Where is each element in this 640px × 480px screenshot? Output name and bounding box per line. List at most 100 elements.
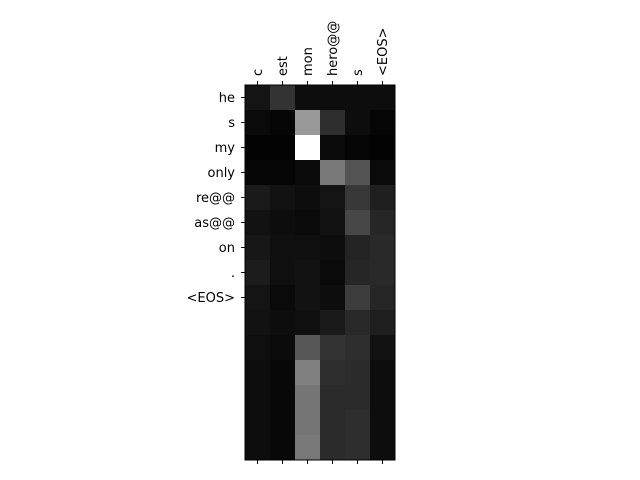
heatmap-cell-r0-c4 [345,85,371,111]
heatmap-cell-r4-c3 [320,185,346,211]
heatmap-cell-r9-c2 [295,310,321,336]
heatmap-cell-r8-c1 [270,285,296,311]
heatmap-cells [245,85,396,461]
heatmap-cell-r13-c0 [245,410,271,436]
heatmap-cell-r5-c5 [370,210,396,236]
y-axis-ticks: he s my only re@@ as@@ on. <EOS> [187,91,245,306]
heatmap-cell-r6-c0 [245,235,271,261]
heatmap-cell-r7-c2 [295,260,321,286]
y-tick-label: he [219,91,235,106]
y-tick-label: s [228,116,235,131]
x-axis-ticks: c est mon hero@@ s <EOS> [251,21,391,85]
heatmap-cell-r5-c3 [320,210,346,236]
heatmap-cell-r3-c3 [320,160,346,186]
heatmap-cell-r14-c2 [295,435,321,461]
heatmap-cell-r6-c2 [295,235,321,261]
heatmap-cell-r8-c2 [295,285,321,311]
y-tick-label: on [219,241,235,256]
heatmap-cell-r0-c2 [295,85,321,111]
heatmap-cell-r3-c1 [270,160,296,186]
heatmap-cell-r4-c4 [345,185,371,211]
heatmap-cell-r2-c3 [320,135,346,161]
heatmap-cell-r13-c5 [370,410,396,436]
y-tick-label: as@@ [194,216,235,231]
heatmap-cell-r7-c3 [320,260,346,286]
y-tick-label: . [231,266,235,281]
heatmap-cell-r9-c5 [370,310,396,336]
heatmap-cell-r11-c3 [320,360,346,386]
heatmap-cell-r9-c1 [270,310,296,336]
heatmap-cell-r9-c4 [345,310,371,336]
heatmap-cell-r4-c5 [370,185,396,211]
x-tick-label: c [251,69,266,76]
y-tick-label: only [208,166,236,181]
heatmap-cell-r1-c5 [370,110,396,136]
heatmap-cell-r1-c4 [345,110,371,136]
heatmap-cell-r2-c2 [295,135,321,161]
heatmap-cell-r12-c0 [245,385,271,411]
heatmap-cell-r11-c2 [295,360,321,386]
heatmap-cell-r4-c1 [270,185,296,211]
y-tick-label: re@@ [196,191,235,206]
heatmap-cell-r5-c2 [295,210,321,236]
x-tick-label: s [351,69,366,76]
heatmap-cell-r10-c1 [270,335,296,361]
heatmap-cell-r14-c5 [370,435,396,461]
heatmap-cell-r10-c4 [345,335,371,361]
heatmap-cell-r11-c0 [245,360,271,386]
heatmap-cell-r5-c0 [245,210,271,236]
heatmap-cell-r9-c0 [245,310,271,336]
heatmap-cell-r3-c4 [345,160,371,186]
heatmap-cell-r14-c0 [245,435,271,461]
heatmap-cell-r11-c5 [370,360,396,386]
heatmap-cell-r13-c2 [295,410,321,436]
heatmap-cell-r8-c5 [370,285,396,311]
heatmap-cell-r12-c4 [345,385,371,411]
heatmap-cell-r6-c4 [345,235,371,261]
heatmap-cell-r3-c2 [295,160,321,186]
heatmap-cell-r14-c3 [320,435,346,461]
heatmap-cell-r1-c0 [245,110,271,136]
heatmap-cell-r12-c3 [320,385,346,411]
heatmap-cell-r1-c2 [295,110,321,136]
y-tick-label: <EOS> [187,291,235,306]
heatmap-cell-r1-c1 [270,110,296,136]
heatmap-cell-r0-c5 [370,85,396,111]
heatmap-cell-r8-c4 [345,285,371,311]
heatmap-cell-r1-c3 [320,110,346,136]
heatmap-cell-r3-c0 [245,160,271,186]
heatmap-cell-r11-c1 [270,360,296,386]
heatmap-cell-r0-c3 [320,85,346,111]
heatmap-cell-r4-c2 [295,185,321,211]
x-tick-label: hero@@ [326,21,341,76]
heatmap-cell-r14-c4 [345,435,371,461]
x-tick-label: mon [301,47,316,76]
heatmap-cell-r8-c3 [320,285,346,311]
heatmap-cell-r9-c3 [320,310,346,336]
y-tick-label: my [215,141,236,156]
heatmap-cell-r7-c4 [345,260,371,286]
heatmap-cell-r4-c0 [245,185,271,211]
heatmap-cell-r13-c3 [320,410,346,436]
heatmap-cell-r0-c1 [270,85,296,111]
heatmap-cell-r10-c0 [245,335,271,361]
heatmap-cell-r6-c3 [320,235,346,261]
heatmap-cell-r0-c0 [245,85,271,111]
heatmap-cell-r10-c2 [295,335,321,361]
heatmap-cell-r7-c5 [370,260,396,286]
heatmap-cell-r5-c1 [270,210,296,236]
heatmap-cell-r10-c5 [370,335,396,361]
heatmap-cell-r8-c0 [245,285,271,311]
heatmap-cell-r10-c3 [320,335,346,361]
bottom-axis-ticks [257,460,383,464]
heatmap-cell-r5-c4 [345,210,371,236]
heatmap-cell-r2-c5 [370,135,396,161]
x-tick-label: <EOS> [376,28,391,76]
heatmap-cell-r11-c4 [345,360,371,386]
heatmap-cell-r7-c0 [245,260,271,286]
heatmap-cell-r12-c2 [295,385,321,411]
heatmap-cell-r2-c1 [270,135,296,161]
heatmap-cell-r6-c1 [270,235,296,261]
heatmap-cell-r7-c1 [270,260,296,286]
